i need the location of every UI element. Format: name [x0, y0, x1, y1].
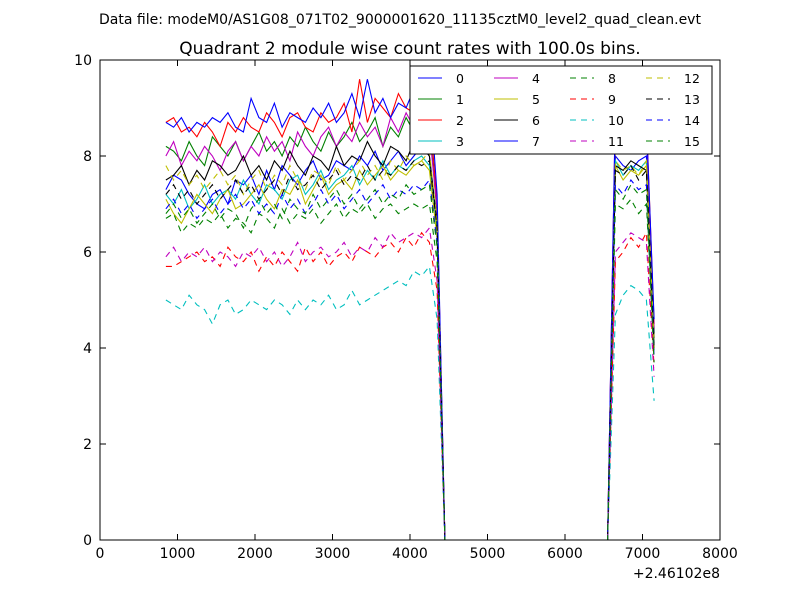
- series-line-7: [165, 79, 655, 540]
- series-line-8: [165, 198, 655, 540]
- series-layer: [165, 79, 655, 540]
- legend-label-6: 6: [532, 113, 540, 128]
- legend-label-9: 9: [608, 92, 616, 107]
- legend-label-0: 0: [456, 71, 464, 86]
- x-tick-label: 3000: [315, 546, 351, 562]
- legend-label-1: 1: [456, 92, 464, 107]
- chart-title: Quadrant 2 module wise count rates with …: [179, 39, 640, 59]
- legend-label-10: 10: [608, 113, 624, 128]
- series-line-2: [165, 79, 655, 540]
- series-line-6: [165, 140, 655, 540]
- legend-label-2: 2: [456, 113, 464, 128]
- y-tick-label: 2: [83, 437, 92, 453]
- x-tick-label: 6000: [547, 546, 583, 562]
- y-tick-label: 6: [83, 245, 92, 261]
- legend-label-15: 15: [684, 134, 700, 149]
- series-line-11: [165, 226, 655, 540]
- legend-label-13: 13: [684, 92, 700, 107]
- x-tick-label: 4000: [392, 546, 428, 562]
- legend-label-5: 5: [532, 92, 540, 107]
- x-tick-label: 7000: [625, 546, 661, 562]
- x-tick-label: 5000: [470, 546, 506, 562]
- legend-label-8: 8: [608, 71, 616, 86]
- y-tick-label: 8: [83, 149, 92, 165]
- legend-label-4: 4: [532, 71, 540, 86]
- y-tick-label: 0: [83, 533, 92, 549]
- legend-label-12: 12: [684, 71, 700, 86]
- x-tick-label: 2000: [237, 546, 273, 562]
- y-tick-label: 4: [83, 341, 92, 357]
- series-line-14: [165, 178, 655, 540]
- x-offset-label: +2.46102e8: [633, 566, 720, 582]
- figure-suptitle: Data file: modeM0/AS1G08_071T02_90000016…: [99, 12, 701, 28]
- x-tick-label: 1000: [160, 546, 196, 562]
- legend-frame: [409, 65, 713, 155]
- y-tick-label: 10: [74, 53, 92, 69]
- series-line-3: [165, 155, 655, 540]
- legend-label-3: 3: [456, 134, 464, 149]
- series-line-5: [165, 160, 655, 540]
- series-line-1: [165, 111, 655, 540]
- series-line-15: [165, 183, 655, 540]
- series-line-12: [165, 149, 655, 540]
- legend-label-7: 7: [532, 134, 540, 149]
- x-tick-label: 0: [96, 546, 105, 562]
- series-line-10: [165, 265, 655, 540]
- series-line-4: [165, 107, 655, 540]
- legend-label-14: 14: [684, 113, 700, 128]
- x-tick-label: 8000: [702, 546, 738, 562]
- series-line-0: [165, 145, 655, 540]
- series-line-13: [165, 159, 655, 540]
- legend-label-11: 11: [608, 134, 624, 149]
